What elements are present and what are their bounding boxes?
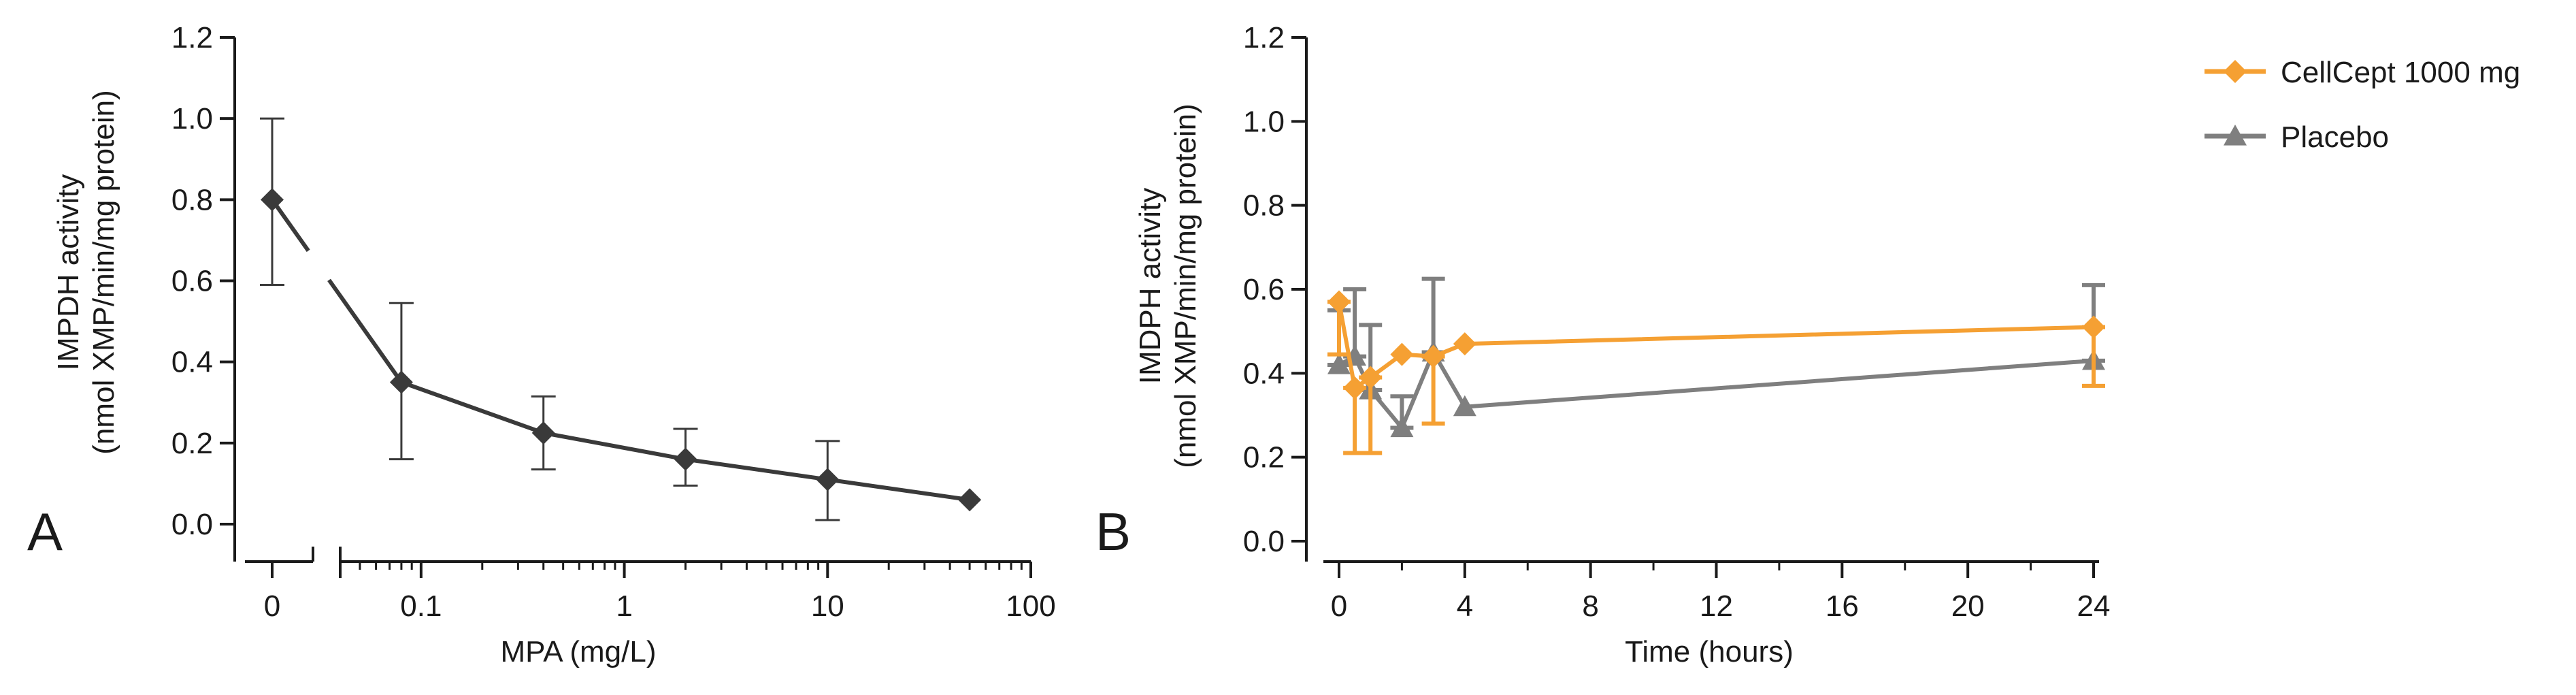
panel-a-xlabel: MPA (mg/L) [500,635,656,668]
panel-a-label: A [27,502,63,562]
a-y-tick-label-5: 1.0 [171,102,213,135]
panel-a-axes: 0.0 0.2 0.4 0.6 0.8 1.0 1.2 0 0.1 1 10 100 [171,21,1056,623]
b-cellcept-line [1337,301,2094,391]
b-x-tick-label-3: 12 [1700,589,1733,623]
b-x-tick-label-5: 20 [1951,589,1985,623]
b-y-tick-label-4: 0.8 [1243,189,1285,223]
b-y-tick-label-1: 0.2 [1243,441,1285,474]
a-y-tick-label-2: 0.4 [171,346,213,379]
b-placebo-point-5 [1453,395,1476,417]
a-series-line [327,278,970,502]
panel-b-ylabel-line1: IMDPH activity [1134,188,1167,384]
legend-label-cellcept: CellCept 1000 mg [2281,56,2520,89]
a-point-0 [261,188,284,212]
b-cellcept-point-4 [1421,344,1445,368]
a-point-1 [389,370,413,394]
panel-a: A IMPDH activity (nmol XMP/min/mg protei… [27,21,1056,668]
legend-marker-placebo [2224,125,2247,146]
b-x-tick-label-1: 4 [1457,589,1473,623]
a-x-tick-label-0: 0 [264,589,280,623]
legend-triangle-placebo [2224,125,2247,146]
a-point-2 [531,421,555,445]
b-cellcept-point-6 [2082,315,2105,339]
b-placebo-point-3 [1390,416,1414,438]
b-y-tick-label-2: 0.4 [1243,357,1285,390]
a-point-4 [816,468,840,491]
panel-a-ylabel-line2: (nmol XMP/min/mg protein) [87,90,120,454]
a-x-tick-label-3: 10 [811,589,844,623]
b-x-tick-label-0: 0 [1331,589,1347,623]
b-x-tick-label-6: 24 [2077,589,2111,623]
b-y-tick-label-3: 0.6 [1243,273,1285,306]
panel-b-label: B [1095,502,1131,562]
b-placebo-line [1338,347,2094,432]
a-point-5 [958,488,982,512]
b-y-tick-label-6: 1.2 [1243,21,1285,54]
panel-a-plot [260,117,982,521]
b-x-tick-label-2: 8 [1582,589,1598,623]
a-y-tick-label-1: 0.2 [171,427,213,460]
a-y-tick-label-4: 0.8 [171,183,213,216]
a-series-line-first [270,198,310,253]
b-placebo-point-0 [1327,353,1351,374]
a-y-tick-label-0: 0.0 [171,508,213,541]
a-x-tick-label-1: 0.1 [400,589,442,623]
panel-b-axes: 0.0 0.2 0.4 0.6 0.8 1.0 1.2 0 4 8 12 16 20 24 [1243,21,2111,623]
b-x-tick-label-4: 16 [1826,589,1859,623]
a-x-tick-label-2: 1 [616,589,632,623]
a-y-tick-label-3: 0.6 [171,265,213,298]
b-cellcept-point-2 [1359,366,1383,389]
b-cellcept-point-5 [1453,332,1476,356]
a-y-tick-label-6: 1.2 [171,21,213,54]
legend-diamond-cellcept [2224,60,2247,83]
a-x-tick-label-4: 100 [1006,589,1055,623]
b-y-tick-label-0: 0.0 [1243,525,1285,558]
b-cellcept-point-0 [1327,290,1351,314]
b-y-tick-label-5: 1.0 [1243,105,1285,138]
b-cellcept-point-3 [1390,342,1414,366]
panel-b-ylabel-line2: (nmol XMP/min/mg protein) [1169,103,1202,468]
panel-b: B IMDPH activity (nmol XMP/min/mg protei… [1095,21,2110,668]
panel-b-xlabel: Time (hours) [1625,635,1794,668]
legend-marker-cellcept [2224,60,2247,83]
a-point-3 [674,447,697,471]
b-cellcept-point-1 [1343,376,1367,400]
panel-a-ylabel-line1: IMPDH activity [52,174,85,370]
legend-label-placebo: Placebo [2281,120,2389,154]
legend: CellCept 1000 mg Placebo [2205,56,2520,154]
panel-b-plot [1327,276,2105,455]
